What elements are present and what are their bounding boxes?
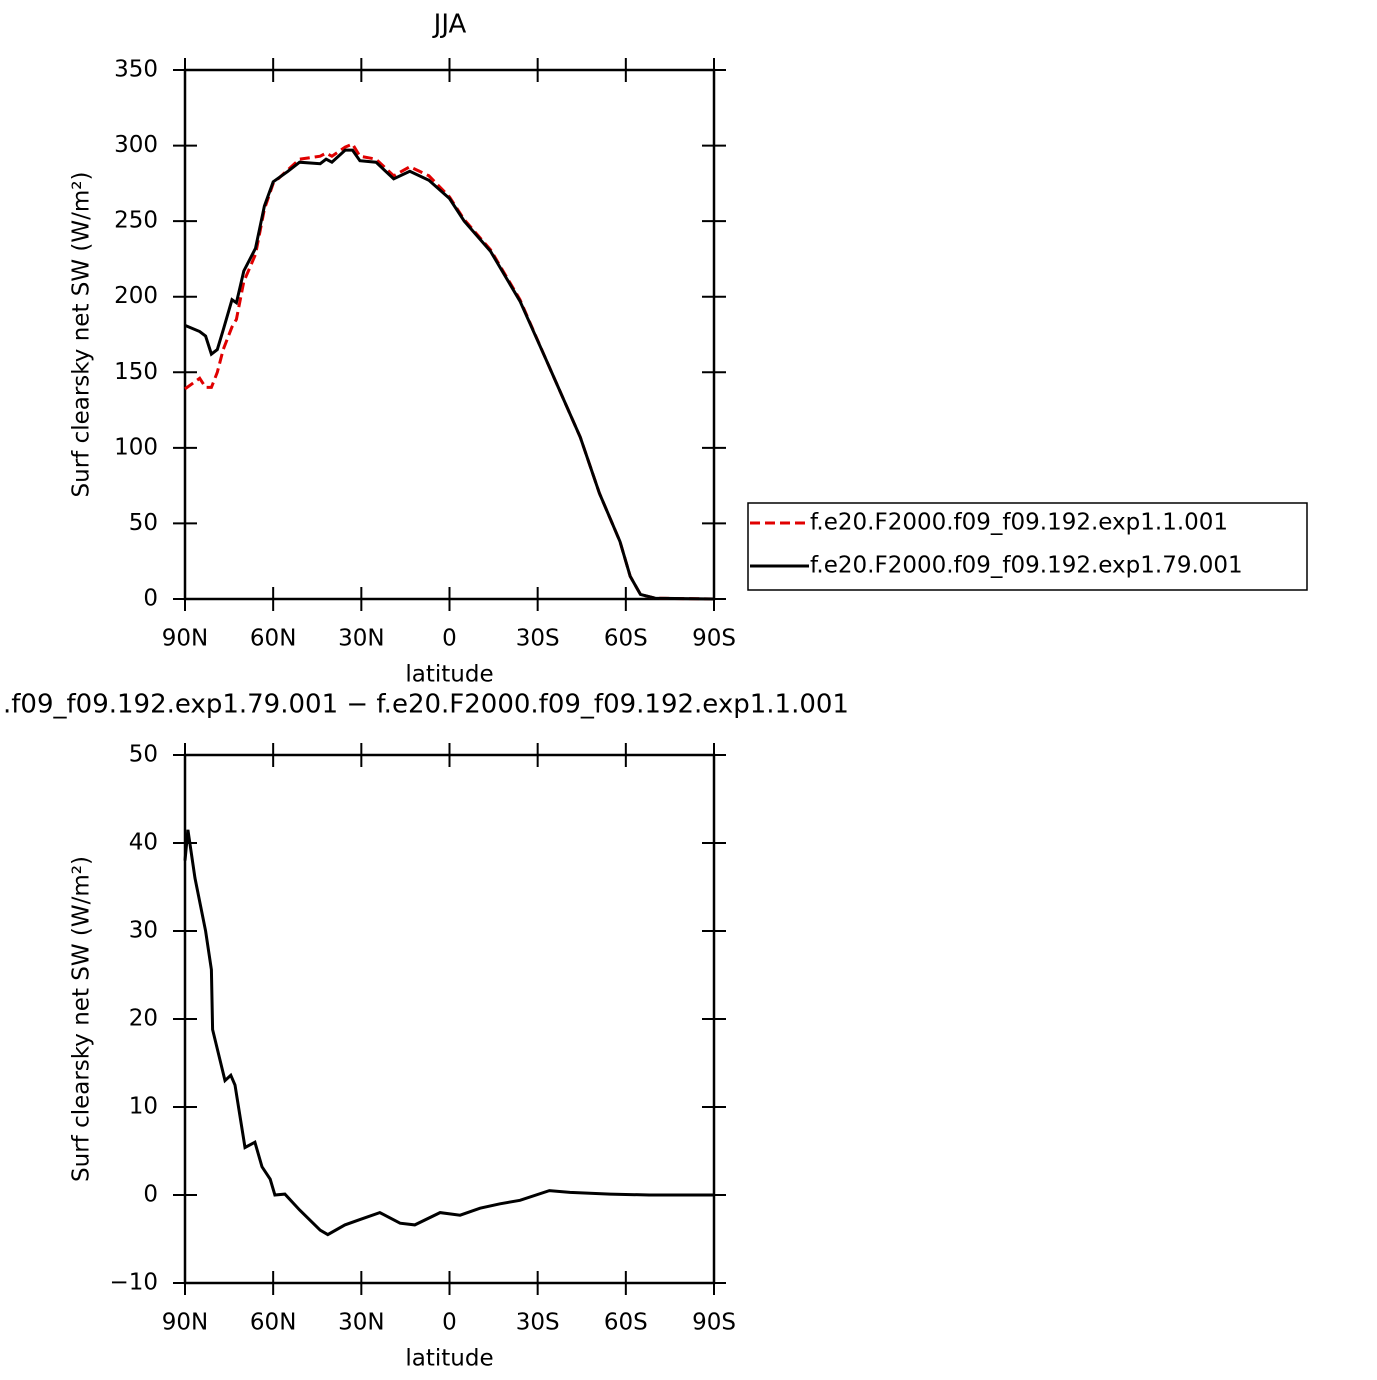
y-tick-label: 0: [143, 1182, 158, 1208]
legend-label: f.e20.F2000.f09_f09.192.exp1.1.001: [810, 510, 1228, 536]
y-tick-label: 50: [129, 742, 158, 768]
x-tick-label: 30S: [516, 1310, 560, 1336]
x-axis-label: latitude: [405, 662, 493, 688]
y-tick-label: 0: [143, 586, 158, 612]
x-tick-label: 30N: [338, 626, 384, 652]
y-tick-label: 100: [114, 434, 158, 460]
x-tick-label: 60N: [250, 1310, 296, 1336]
y-tick-label: 10: [129, 1094, 158, 1120]
plot-frame: [183, 68, 716, 601]
x-tick-label: 60S: [604, 626, 648, 652]
x-tick-label: 90N: [162, 626, 208, 652]
y-tick-label: 50: [129, 510, 158, 536]
legend-label: f.e20.F2000.f09_f09.192.exp1.79.001: [810, 553, 1243, 579]
y-axis-label: Surf clearsky net SW (W/m²): [69, 856, 95, 1182]
chart-title: JJA: [432, 10, 467, 40]
data-line: [183, 829, 714, 1237]
x-tick-label: 30S: [516, 626, 560, 652]
plot-frame: [183, 753, 716, 1285]
x-axis-label: latitude: [405, 1346, 493, 1372]
data-line: [184, 148, 715, 601]
x-tick-label: 90N: [162, 1310, 208, 1336]
y-tick-label: 250: [114, 208, 158, 234]
y-tick-label: 30: [129, 918, 158, 944]
y-tick-label: −10: [109, 1270, 158, 1296]
x-tick-label: 60N: [250, 626, 296, 652]
y-tick-label: 40: [129, 830, 158, 856]
y-tick-label: 20: [129, 1006, 158, 1032]
y-tick-label: 200: [114, 283, 158, 309]
x-tick-label: 60S: [604, 1310, 648, 1336]
y-tick-label: 150: [114, 359, 158, 385]
x-tick-label: 30N: [338, 1310, 384, 1336]
legend-box: [747, 502, 1308, 591]
x-tick-label: 90S: [692, 1310, 736, 1336]
y-tick-label: 350: [114, 57, 158, 83]
x-tick-label: 90S: [692, 626, 736, 652]
x-tick-label: 0: [442, 1310, 457, 1336]
x-tick-label: 0: [442, 626, 457, 652]
y-axis-label: Surf clearsky net SW (W/m²): [69, 172, 95, 498]
chart-title: .f09_f09.192.exp1.79.001 − f.e20.F2000.f…: [3, 690, 849, 720]
y-tick-label: 300: [114, 132, 158, 158]
